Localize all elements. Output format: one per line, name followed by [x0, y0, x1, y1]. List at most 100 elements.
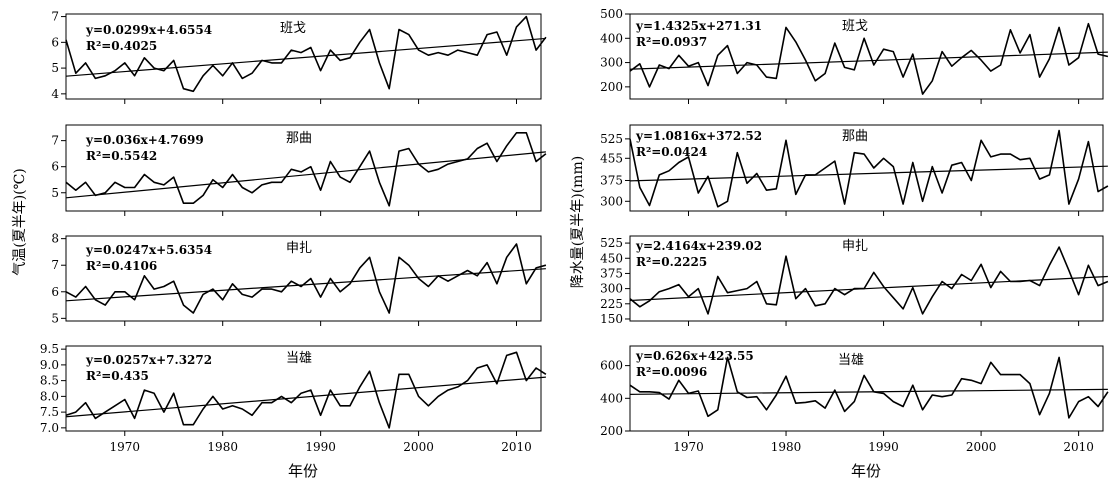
- y-tick-label: 4: [51, 87, 59, 101]
- y-tick-label: 200: [600, 80, 623, 94]
- r2-label: R²=0.4106: [86, 259, 157, 273]
- y-tick-label: 400: [600, 31, 623, 45]
- series-line: [629, 129, 1109, 208]
- panel-temp-bange: y=0.0299x+4.6554 R²=0.4025 班戈 4 5 6 7: [51, 10, 547, 104]
- series-line: [65, 243, 547, 314]
- y-tick-label: 9.0: [40, 358, 59, 372]
- x-tick-label: 2010: [1063, 440, 1094, 454]
- station-label: 班戈: [280, 21, 306, 36]
- series-line: [629, 22, 1109, 95]
- y-tick-label: 200: [600, 424, 623, 438]
- station-label: 当雄: [286, 351, 312, 366]
- plot-frame: [65, 124, 542, 212]
- trend-line: [629, 165, 1108, 182]
- panel-precip-bange: y=1.4325x+271.31 R²=0.0937 班戈 200 300 400 5…: [600, 7, 1109, 104]
- y-tick-label: 5: [51, 311, 59, 325]
- x-tick-label: 2000: [966, 440, 997, 454]
- x-tick-label: 1980: [207, 440, 238, 454]
- y-tick-label: 600: [600, 359, 623, 373]
- y-tick-label: 300: [600, 282, 623, 296]
- y-tick-label: 525: [600, 132, 623, 146]
- y-tick-label: 7.5: [40, 405, 59, 419]
- r2-label: R²=0.5542: [86, 149, 157, 163]
- y-tick-label: 6: [51, 160, 59, 174]
- y-tick-label: 300: [600, 194, 623, 208]
- y-tick-label: 6: [51, 285, 59, 299]
- y-tick-label: 6: [51, 35, 59, 49]
- station-label: 申扎: [842, 239, 868, 254]
- plot-frame: [629, 345, 1104, 432]
- plot-frame: [65, 345, 542, 432]
- station-label: 申扎: [286, 241, 312, 256]
- trend-line: [629, 275, 1108, 302]
- station-label: 班戈: [842, 19, 868, 34]
- x-tick-label: 1990: [305, 440, 336, 454]
- panel-temp-naqu: y=0.036x+4.7699 R²=0.5542 那曲 5 6 7: [51, 124, 547, 216]
- trend-line: [65, 151, 546, 199]
- y-tick-label: 150: [600, 312, 623, 326]
- y-tick-label: 225: [600, 297, 623, 311]
- plot-frame: [629, 124, 1104, 212]
- trend-line: [629, 51, 1108, 70]
- r2-label: R²=0.0937: [636, 35, 707, 49]
- y-tick-label: 8.5: [40, 374, 59, 388]
- y-tick-label: 450: [600, 251, 623, 265]
- r2-label: R²=0.0096: [636, 365, 707, 379]
- y-tick-label: 9.5: [40, 342, 59, 356]
- station-label: 当雄: [838, 353, 864, 368]
- r2-label: R²=0.2225: [636, 255, 707, 269]
- right-y-axis-title: 降水量(夏半年)(mm): [570, 156, 586, 288]
- y-tick-label: 375: [600, 266, 623, 280]
- y-tick-label: 455: [600, 151, 623, 165]
- trend-line: [65, 268, 546, 302]
- plot-frame: [629, 235, 1104, 322]
- series-line: [65, 351, 547, 429]
- y-tick-label: 5: [51, 61, 59, 75]
- left-x-axis-title: 年份: [288, 462, 318, 480]
- station-label: 那曲: [286, 131, 312, 146]
- series-line: [65, 15, 547, 93]
- trend-line: [65, 37, 546, 77]
- y-tick-label: 7: [51, 258, 59, 272]
- equation-label: y=0.0257x+7.3272: [85, 353, 212, 367]
- y-tick-label: 7.0: [40, 421, 59, 435]
- x-tick-label: 2000: [403, 440, 434, 454]
- panel-temp-shenzha: y=0.0247x+5.6354 R²=0.4106 申扎 5 6 7 8: [51, 232, 547, 326]
- equation-label: y=0.626x+423.55: [635, 349, 754, 363]
- y-tick-label: 8: [51, 232, 59, 246]
- panel-precip-naqu: y=1.0816x+372.52 R²=0.0424 那曲 300 375 455 5…: [600, 124, 1109, 216]
- x-tick-label: 1980: [771, 440, 802, 454]
- trend-line: [629, 388, 1108, 395]
- station-label: 那曲: [842, 129, 868, 144]
- y-tick-label: 5: [51, 186, 59, 200]
- series-line: [629, 356, 1109, 419]
- equation-label: y=0.0247x+5.6354: [85, 243, 212, 257]
- r2-label: R²=0.0424: [636, 145, 707, 159]
- r2-label: R²=0.4025: [86, 39, 157, 53]
- right-x-axis-title: 年份: [851, 462, 881, 480]
- panel-temp-dangxiong: y=0.0257x+7.3272 R²=0.435 当雄 7.0 7.5 8.08.…: [40, 342, 547, 454]
- equation-label: y=0.0299x+4.6554: [85, 23, 212, 37]
- panel-precip-dangxiong: y=0.626x+423.55 R²=0.0096 当雄 200 400 600 19…: [600, 345, 1109, 454]
- plot-frame: [65, 13, 542, 100]
- y-tick-label: 400: [600, 391, 623, 405]
- equation-label: y=1.0816x+372.52: [635, 129, 762, 143]
- x-tick-label: 1990: [868, 440, 899, 454]
- y-tick-label: 7: [51, 10, 59, 24]
- x-tick-label: 2010: [501, 440, 532, 454]
- plot-frame: [65, 235, 542, 322]
- y-tick-label: 500: [600, 7, 623, 21]
- r2-label: R²=0.435: [86, 369, 149, 383]
- y-tick-label: 7: [51, 134, 59, 148]
- x-tick-label: 1970: [109, 440, 140, 454]
- equation-label: y=1.4325x+271.31: [635, 19, 762, 33]
- plot-frame: [629, 13, 1104, 100]
- y-tick-label: 8.0: [40, 389, 59, 403]
- x-tick-label: 1970: [673, 440, 704, 454]
- equation-label: y=0.036x+4.7699: [85, 133, 204, 147]
- y-tick-label: 375: [600, 173, 623, 187]
- left-y-axis-title: 气温(夏半年)(℃): [12, 168, 28, 276]
- y-tick-label: 525: [600, 236, 623, 250]
